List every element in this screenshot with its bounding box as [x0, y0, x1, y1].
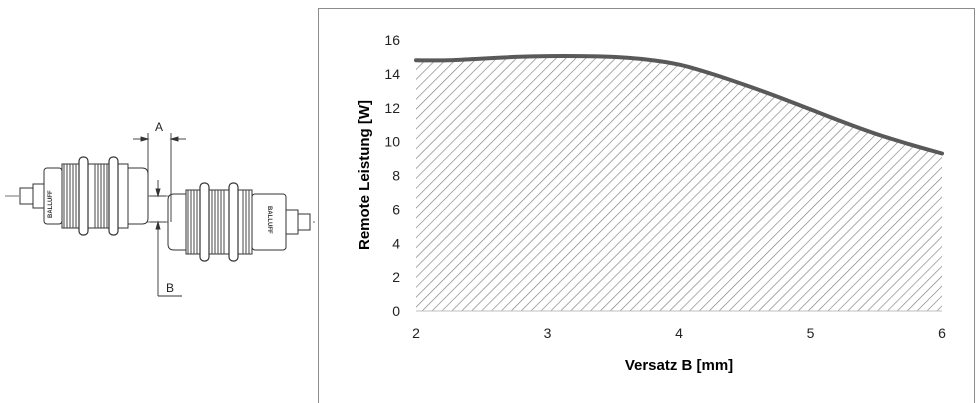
y-tick-label: 10 [384, 134, 400, 150]
series-line [414, 53, 944, 156]
dimension-b-label: B [166, 281, 174, 295]
dimension-b [150, 180, 182, 297]
y-axis-label: Remote Leistung [W] [356, 100, 373, 250]
y-tick-label: 6 [392, 201, 400, 217]
x-tick-labels: 2 3 4 5 6 [412, 325, 946, 341]
x-tick-label: 4 [675, 325, 683, 341]
left-sensor-icon: BALLUFF [19, 156, 149, 236]
y-tick-label: 12 [384, 100, 400, 116]
sensor-alignment-drawing: BALLUFF BALLUFF [5, 120, 318, 297]
y-tick-label: 2 [392, 269, 400, 285]
brand-label-left: BALLUFF [48, 190, 54, 218]
y-tick-label: 14 [384, 66, 400, 82]
x-tick-label: 6 [938, 325, 946, 341]
x-tick-label: 5 [807, 325, 815, 341]
y-tick-label: 4 [392, 235, 400, 251]
x-tick-label: 3 [544, 325, 552, 341]
right-sensor-icon: BALLUFF [167, 182, 311, 262]
dimension-a-label: A [155, 120, 163, 134]
y-tick-label: 8 [392, 168, 400, 184]
brand-label-right: BALLUFF [266, 206, 272, 234]
x-axis-label: Versatz B [mm] [625, 357, 733, 374]
y-tick-label: 0 [392, 303, 400, 319]
area-fill [416, 55, 942, 312]
y-tick-label: 16 [384, 32, 400, 48]
x-tick-label: 2 [412, 325, 420, 341]
y-tick-labels: 0 2 4 6 8 10 12 14 16 [384, 32, 400, 319]
dimension-a [133, 133, 186, 222]
